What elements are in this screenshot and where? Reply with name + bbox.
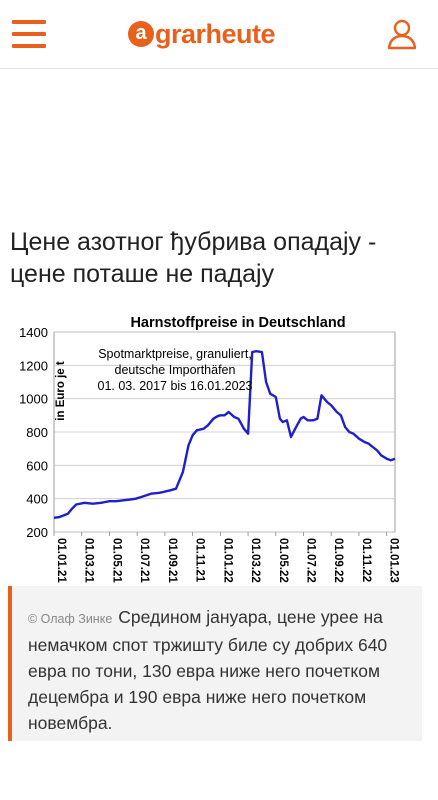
y-tick-label: 1000 [19,392,48,407]
caption-accent-bar [8,586,12,741]
y-tick-label: 1200 [19,358,48,373]
x-tick-label: 01.03.22 [249,538,261,583]
photo-credit: © Олаф Зинке [28,612,113,626]
x-tick-label: 01.03.21 [83,538,95,583]
y-tick-label: 600 [26,458,48,473]
urea-price-line [53,350,396,519]
chart-y-axis-label: in Euro je t [55,361,67,421]
x-tick-label: 01.01.21 [55,538,67,583]
x-tick-label: 01.11.21 [194,538,206,583]
logo-mark: a [128,21,154,47]
x-tick-label: 01.09.21 [166,538,178,583]
x-tick-label: 01.01.23 [388,538,399,583]
x-tick-label: 01.05.22 [277,538,289,583]
x-tick-label: 01.07.21 [138,538,150,583]
y-tick-label: 1400 [19,325,48,340]
top-bar: a grarheute [0,0,438,69]
user-account-icon[interactable] [386,18,418,50]
urea-price-chart: 200 400 600 800 1000 1200 1400 01.01.21 01.03.2… [10,306,400,586]
x-tick-label: 01.11.22 [360,538,372,582]
chart-svg: 200 400 600 800 1000 1200 1400 01.01.21 01.03.2… [19,315,400,583]
agrarheute-logo[interactable]: a grarheute [128,14,276,54]
chart-annotation-line: Spotmarktpreise, granuliert, [98,347,252,361]
caption-text: Средином јануара, цене урее на немачком … [28,607,388,733]
y-tick-label: 400 [26,492,48,507]
x-tick-label: 01.09.22 [332,538,344,583]
x-tick-label: 01.07.22 [305,538,317,583]
x-tick-label: 01.01.22 [221,538,233,583]
chart-annotation-line: 01. 03. 2017 bis 16.01.2023 [98,379,253,393]
y-tick-label: 800 [26,425,48,440]
hamburger-menu-icon[interactable] [12,20,46,48]
article-title: Цене азотног ђубрива опадају - цене пота… [10,228,377,288]
y-tick-label: 200 [26,525,48,540]
chart-title: Harnstoffpreise in Deutschland [130,315,345,331]
x-tick-label: 01.05.21 [110,538,122,583]
chart-annotation-line: deutsche Importhäfen [115,363,236,377]
image-caption: © Олаф Зинке Средином јануара, цене урее … [8,586,422,741]
logo-text: grarheute [155,18,276,49]
caption-body: © Олаф Зинке Средином јануара, цене урее … [28,604,414,736]
